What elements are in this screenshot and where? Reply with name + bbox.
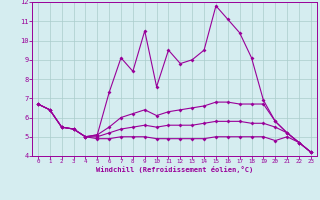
X-axis label: Windchill (Refroidissement éolien,°C): Windchill (Refroidissement éolien,°C) bbox=[96, 166, 253, 173]
